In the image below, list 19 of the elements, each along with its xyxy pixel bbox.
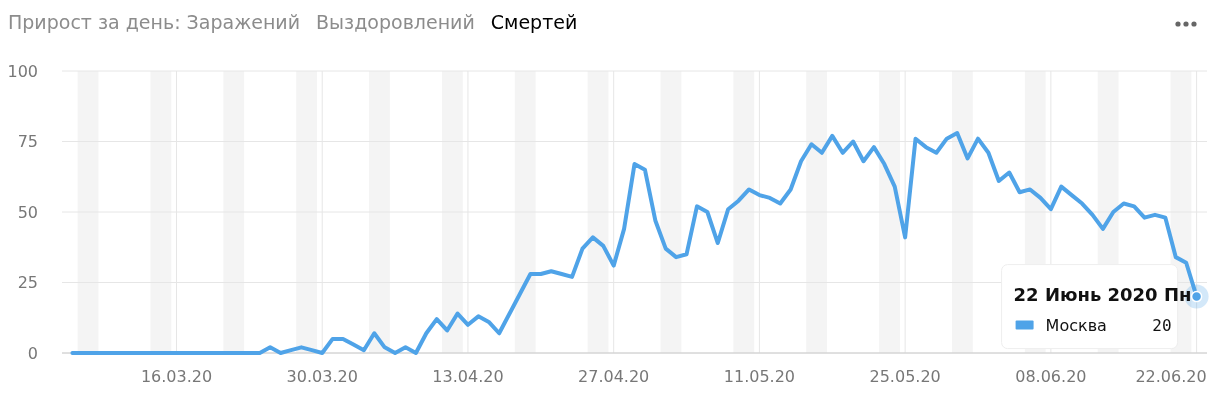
text: Выздоровлений [316,11,475,33]
legend-label: Москва [1045,315,1107,335]
text: Смертей [490,11,578,33]
x-tick-label: 25.05.20 [869,367,941,386]
x-tick-label: 13.04.20 [432,367,504,386]
x-tick-label: 11.05.20 [723,367,796,386]
x-tick-label: 30.03.20 [286,367,358,386]
y-tick-label: 75 [17,132,38,152]
x-tick-label: 16.03.20 [140,367,213,386]
chart-title: Прирост за день: Заражений [8,11,301,33]
y-tick-label: 0 [27,343,38,363]
x-tick-label: 22.06.20 [1135,367,1207,386]
y-tick-label: 50 [17,202,38,222]
data-label: 20 [1152,315,1172,335]
x-tick-label: 08.06.20 [1015,367,1087,386]
annotation: 22 Июнь 2020 Пн [1013,283,1192,305]
y-tick-label: 100 [7,61,38,81]
x-tick-label: 27.04.20 [578,367,650,386]
y-tick-label: 25 [17,273,38,293]
